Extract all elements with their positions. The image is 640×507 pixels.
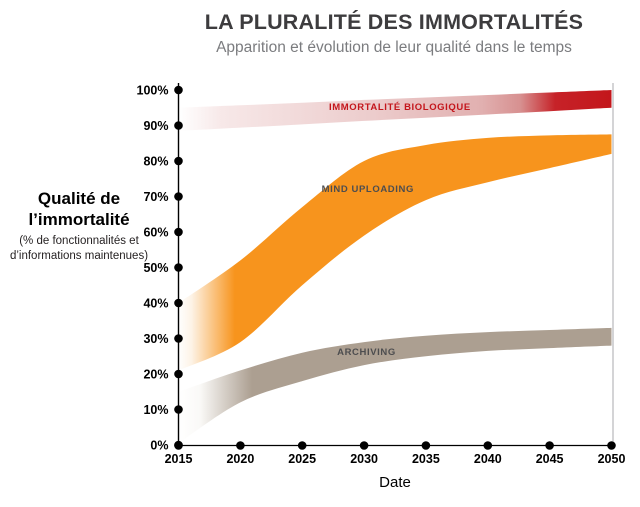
x-tick-2025: 2025 (288, 441, 316, 466)
svg-text:40%: 40% (143, 297, 168, 311)
svg-text:100%: 100% (137, 84, 169, 98)
svg-text:50%: 50% (143, 261, 168, 275)
band-label-archiving: ARCHIVING (337, 347, 396, 358)
svg-text:60%: 60% (143, 226, 168, 240)
svg-text:20%: 20% (143, 368, 168, 382)
svg-text:2045: 2045 (536, 452, 564, 466)
title-block: LA PLURALITÉ DES IMMORTALITÉS Apparition… (150, 10, 638, 57)
y-tick-40: 40% (143, 297, 183, 311)
svg-text:2030: 2030 (350, 452, 378, 466)
svg-text:30%: 30% (143, 332, 168, 346)
svg-text:2025: 2025 (288, 452, 316, 466)
svg-text:0%: 0% (150, 439, 168, 453)
band-archiving: ARCHIVING (178, 327, 612, 444)
svg-text:2040: 2040 (474, 452, 502, 466)
y-axis-note-line2: d’informations maintenues) (9, 249, 149, 262)
band-immortalite-biologique: IMMORTALITÉ BIOLOGIQUE (178, 90, 612, 131)
page-title: LA PLURALITÉ DES IMMORTALITÉS (204, 10, 584, 34)
svg-text:10%: 10% (143, 403, 168, 417)
x-axis-title: Date (379, 474, 411, 491)
svg-text:2020: 2020 (226, 452, 254, 466)
y-tick-50: 50% (143, 261, 183, 275)
y-tick-90: 90% (143, 119, 183, 133)
y-axis-title-line1: Qualité de (37, 189, 121, 208)
band-label-mind-uploading: MIND UPLOADING (322, 184, 414, 195)
svg-text:2035: 2035 (412, 452, 440, 466)
y-axis-title: Qualité de l’immortalité (% de fonctionn… (0, 188, 158, 263)
y-axis-note-line1: (% de fonctionnalités et (19, 235, 139, 247)
x-tick-2035: 2035 (412, 441, 440, 466)
svg-text:80%: 80% (143, 155, 168, 169)
page-subtitle: Apparition et évolution de leur qualité … (216, 39, 572, 56)
y-tick-70: 70% (143, 190, 183, 204)
y-tick-30: 30% (143, 332, 183, 346)
x-tick-2045: 2045 (536, 441, 564, 466)
svg-text:70%: 70% (143, 190, 168, 204)
y-tick-60: 60% (143, 226, 183, 240)
x-tick-2040: 2040 (474, 441, 502, 466)
axes: 0% 10% 20% 30% 40% 50% 60% 70% 80% 90% 100% 2015 202… (137, 83, 626, 466)
x-tick-2020: 2020 (226, 441, 254, 466)
svg-text:2015: 2015 (165, 452, 193, 466)
x-tick-2030: 2030 (350, 441, 378, 466)
x-tick-2050: 2050 (598, 441, 626, 466)
y-tick-10: 10% (143, 403, 183, 417)
x-tick-2015: 2015 (165, 441, 193, 466)
y-tick-80: 80% (143, 155, 183, 169)
svg-text:90%: 90% (143, 119, 168, 133)
band-mind-uploading: MIND UPLOADING (178, 134, 612, 371)
band-label-immortalite-biologique: IMMORTALITÉ BIOLOGIQUE (329, 102, 471, 113)
y-axis-title-line2: l’immortalité (28, 210, 130, 229)
y-tick-20: 20% (143, 368, 183, 382)
y-tick-100: 100% (137, 84, 183, 98)
svg-text:2050: 2050 (598, 452, 626, 466)
